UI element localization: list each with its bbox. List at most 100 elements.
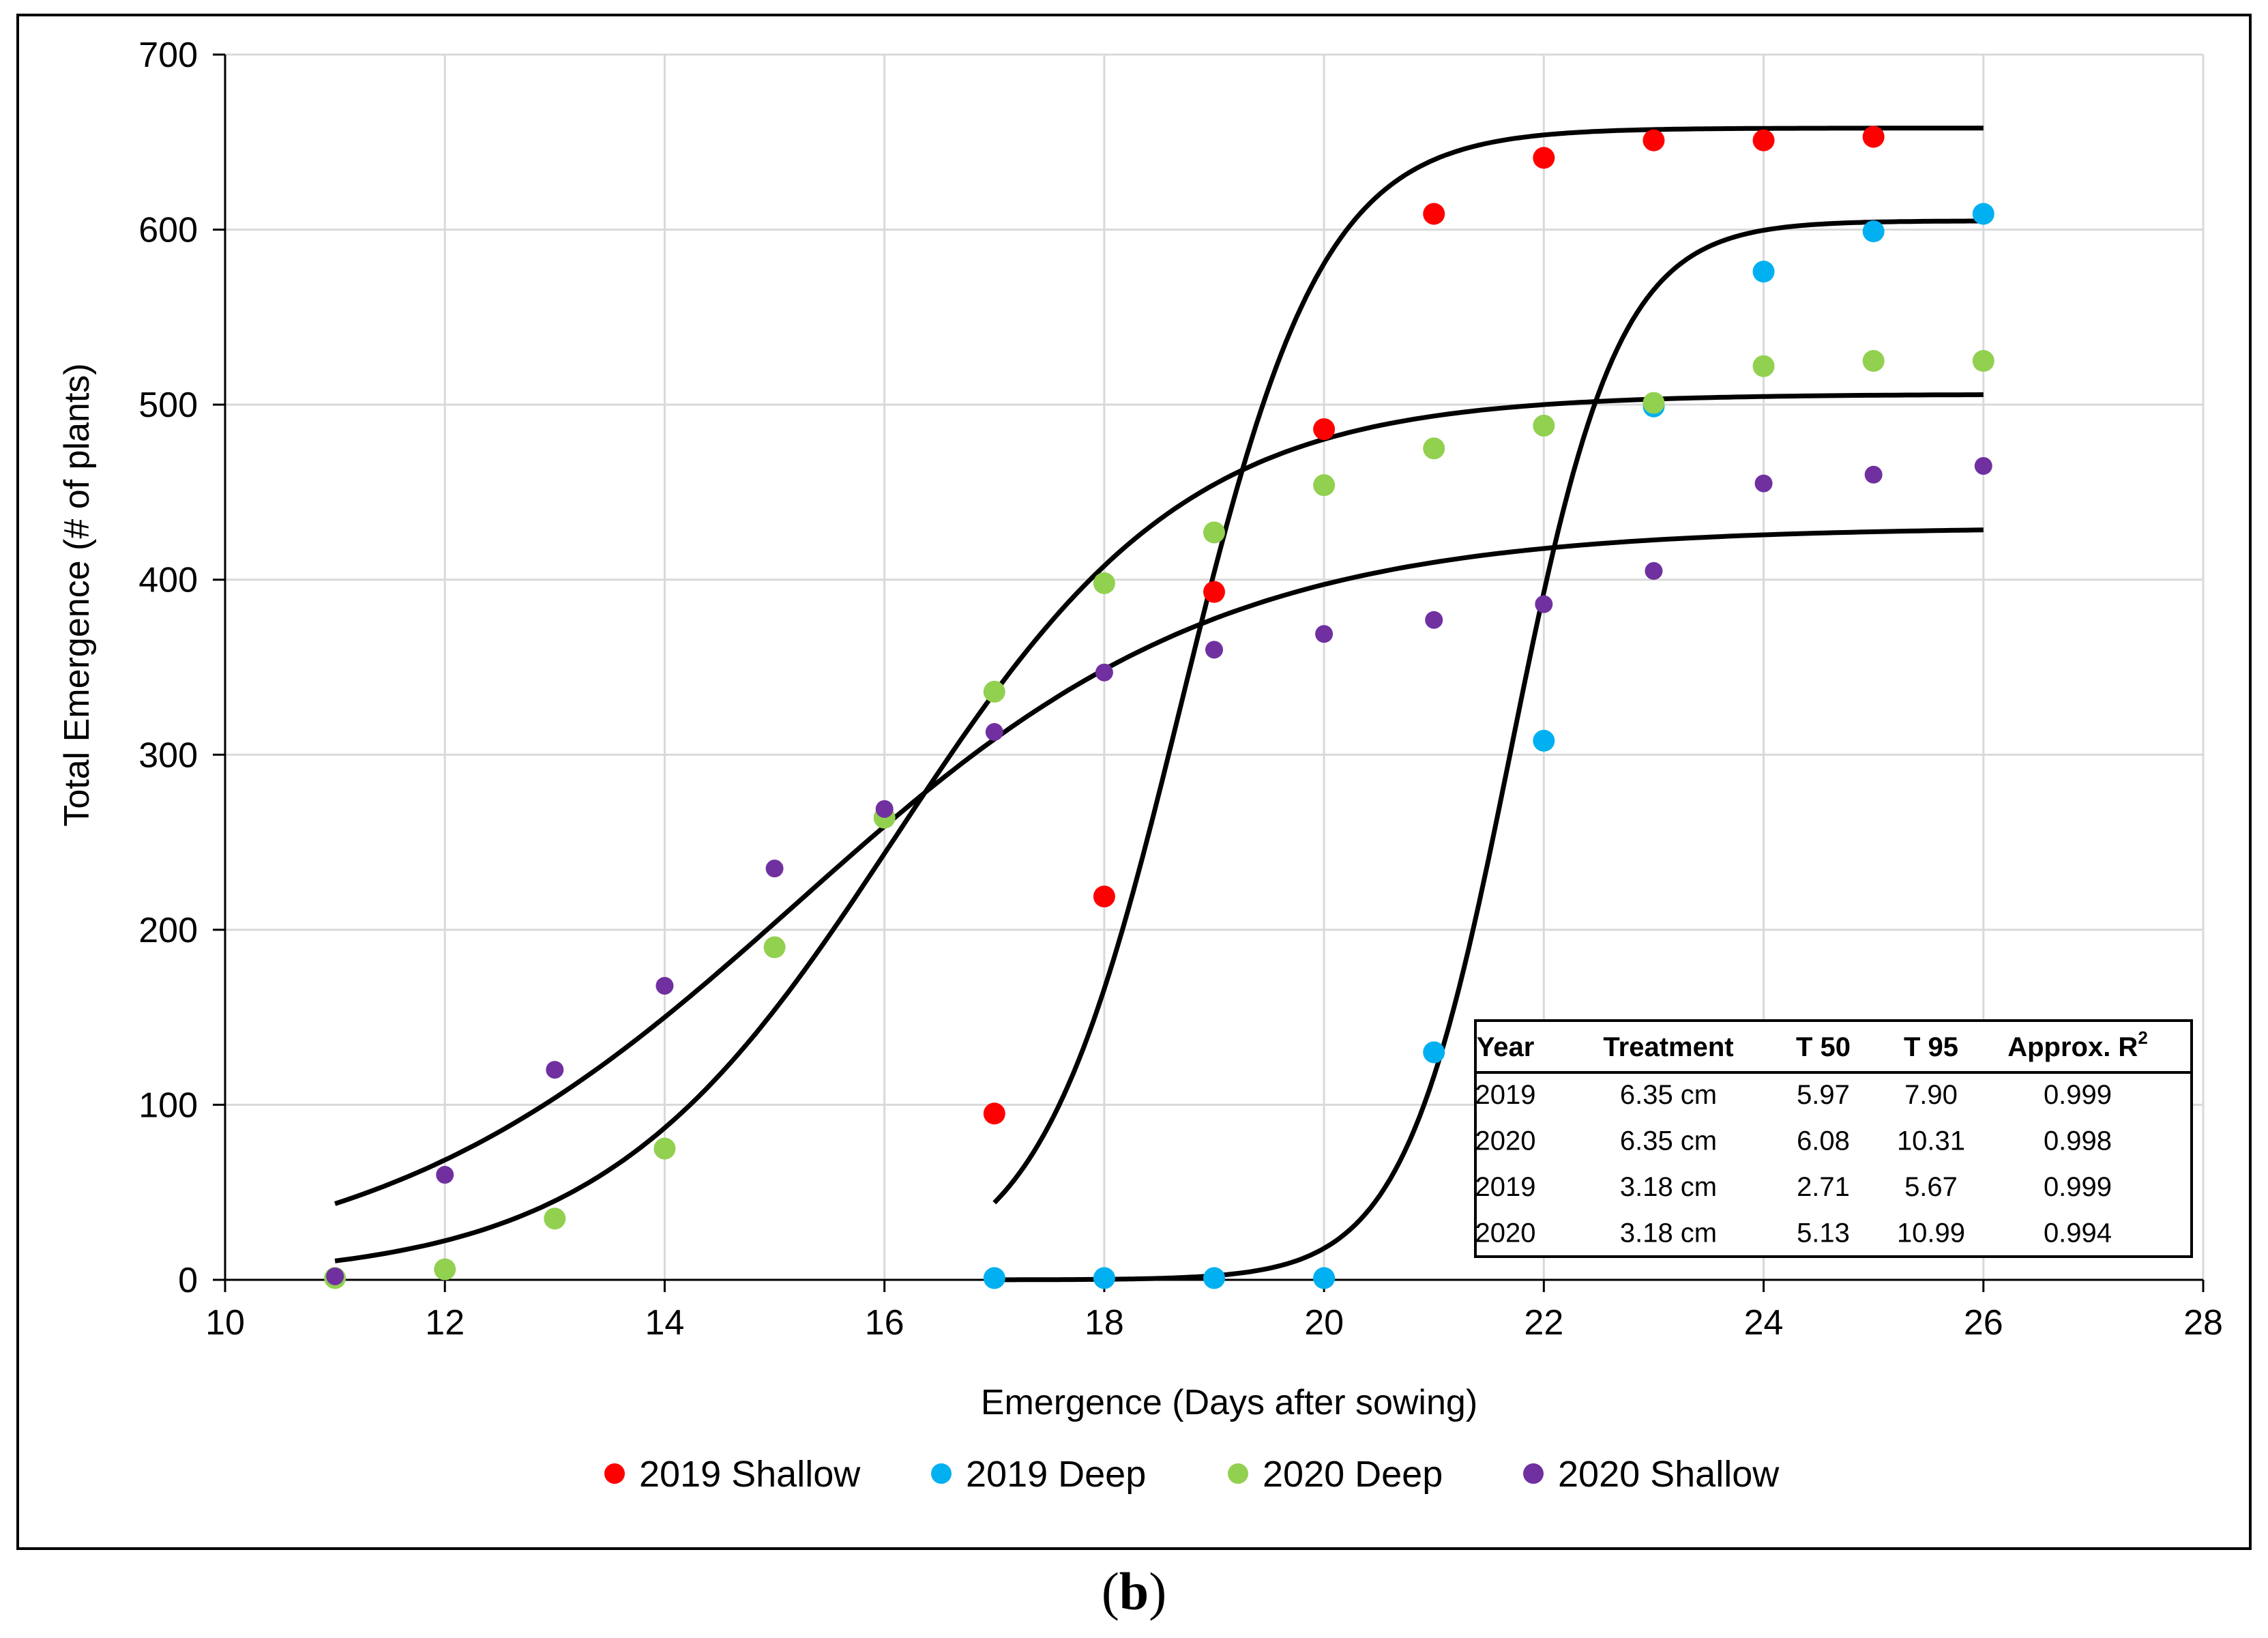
point-2019-deep (1752, 261, 1775, 283)
legend-entry: 2019 Shallow (639, 1454, 861, 1495)
point-2020-deep (763, 936, 786, 959)
x-tick-label: 10 (205, 1303, 245, 1343)
x-tick-label: 24 (1744, 1303, 1784, 1343)
x-tick-label: 20 (1304, 1303, 1344, 1343)
x-tick-label: 28 (2183, 1303, 2223, 1343)
table-cell: 5.13 (1797, 1218, 1850, 1248)
figure-frame: 0 100 200 300 400 500 600 700 10 12 14 16 18 20 22 24 26… (16, 14, 2252, 1550)
table-cell: 0.999 (2044, 1080, 2112, 1110)
fit-curve-2020-shallow (334, 527, 1984, 1206)
point-2019-shallow (983, 1102, 1005, 1125)
fit-curve-2019-shallow (992, 126, 1984, 1205)
x-tick-label: 16 (865, 1303, 904, 1343)
y-tick-label: 100 (138, 1085, 198, 1125)
point-2020-shallow (1864, 465, 1883, 484)
point-2019-shallow (1643, 129, 1665, 151)
table-cell: 2020 (1475, 1218, 1536, 1248)
table-header-cell: Approx. R2 (2007, 1027, 2148, 1062)
point-2020-shallow (1535, 595, 1553, 613)
point-2019-deep (1203, 1267, 1225, 1289)
table-header-superscript: 2 (2138, 1027, 2147, 1048)
table-border (1474, 1019, 2193, 1258)
table-cell: 10.31 (1897, 1126, 1965, 1156)
point-2020-deep (1972, 350, 1994, 372)
legend: 2019 Shallow 2019 Deep 2020 Deep 2020 Shall… (604, 1454, 1780, 1495)
x-axis-label: Emergence (Days after sowing) (981, 1383, 1477, 1422)
point-2020-deep (1533, 414, 1555, 437)
point-2020-shallow (326, 1267, 344, 1285)
table-cell: 0.994 (2044, 1218, 2112, 1248)
table-header-cell: T 50 (1796, 1032, 1851, 1062)
point-2020-deep (1313, 474, 1336, 497)
panel-label: (b) (1101, 1562, 1167, 1621)
table-cell: 2.71 (1797, 1172, 1850, 1202)
table-cell: 3.18 cm (1620, 1172, 1717, 1202)
table-header-cell: T 95 (1904, 1032, 1958, 1062)
point-2020-deep (1203, 521, 1225, 544)
y-tick-label: 0 (178, 1261, 198, 1300)
point-2020-shallow (546, 1061, 564, 1079)
point-2020-deep (434, 1258, 456, 1281)
point-2020-deep (983, 680, 1005, 703)
legend-marker (604, 1463, 625, 1484)
legend-marker (1523, 1463, 1544, 1484)
point-2020-shallow (1645, 561, 1663, 580)
point-2019-shallow (1423, 203, 1445, 225)
data-points (324, 126, 1994, 1289)
point-2019-shallow (1313, 418, 1336, 441)
table-cell: 0.998 (2044, 1126, 2112, 1156)
legend-marker (1228, 1463, 1248, 1484)
table-cell: 2020 (1475, 1126, 1536, 1156)
table-cell: 2019 (1475, 1080, 1536, 1110)
point-2019-shallow (1203, 581, 1225, 603)
panel-letter: b (1119, 1562, 1149, 1621)
point-2020-shallow (656, 976, 674, 995)
point-2020-deep (1643, 392, 1665, 414)
point-2020-shallow (1205, 641, 1223, 659)
point-2019-shallow (1093, 886, 1115, 908)
point-2020-deep (1862, 350, 1885, 372)
table-cell: 5.97 (1797, 1080, 1850, 1110)
point-2019-shallow (1862, 126, 1885, 148)
point-2019-deep (1313, 1267, 1336, 1289)
table-cell: 0.999 (2044, 1172, 2112, 1202)
y-tick-label: 300 (138, 735, 198, 775)
point-2020-deep (1093, 572, 1115, 594)
table-header-cell: Treatment (1603, 1032, 1733, 1062)
point-2020-deep (1423, 437, 1445, 460)
y-tick-label: 500 (138, 385, 198, 425)
legend-entry: 2020 Deep (1263, 1454, 1443, 1495)
point-2020-shallow (436, 1166, 454, 1184)
legend-marker (931, 1463, 952, 1484)
table-header-cell: Year (1477, 1032, 1535, 1062)
point-2019-deep (983, 1267, 1005, 1289)
table-cell: 7.90 (1904, 1080, 1958, 1110)
y-axis-label: Total Emergence (# of plants) (57, 363, 97, 826)
x-tick-label: 22 (1524, 1303, 1563, 1343)
table-cell: 5.67 (1904, 1172, 1958, 1202)
point-2019-shallow (1752, 129, 1775, 151)
point-2020-deep (1752, 355, 1775, 377)
point-2020-shallow (1095, 663, 1113, 682)
table-cell: 6.08 (1797, 1126, 1850, 1156)
x-tick-label: 14 (645, 1303, 685, 1343)
point-2020-shallow (1974, 456, 1992, 475)
table-cell: 3.18 cm (1620, 1218, 1717, 1248)
table-cell: 6.35 cm (1620, 1080, 1717, 1110)
point-2019-deep (1423, 1041, 1445, 1064)
point-2019-deep (1093, 1267, 1115, 1289)
point-2020-deep (544, 1208, 566, 1230)
point-2019-shallow (1533, 147, 1555, 169)
legend-entry: 2020 Shallow (1558, 1454, 1780, 1495)
point-2020-shallow (1315, 625, 1334, 643)
point-2020-deep (653, 1137, 676, 1160)
point-2020-shallow (1754, 474, 1773, 493)
x-tick-label: 26 (1964, 1303, 2003, 1343)
y-tick-label: 200 (138, 911, 198, 950)
stats-table: Year Treatment T 50 T 95 Approx. R2 2019 6.35 … (1474, 1019, 2193, 1258)
point-2020-shallow (875, 800, 894, 818)
fit-curve-2019-deep (994, 218, 1984, 1283)
legend-entry: 2019 Deep (966, 1454, 1146, 1495)
